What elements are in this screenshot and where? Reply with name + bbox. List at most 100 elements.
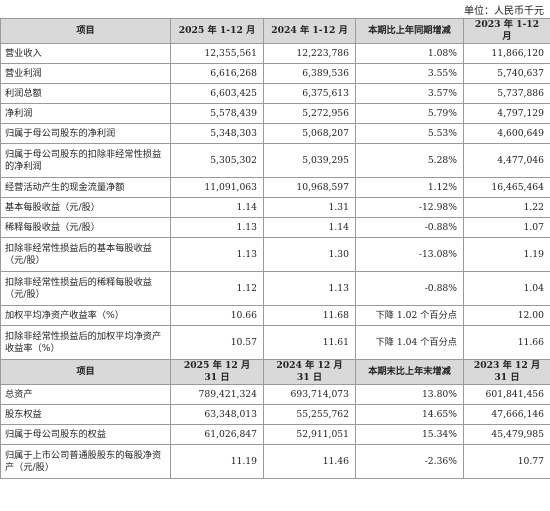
table-row: 稀释每股收益（元/股） 1.13 1.14 -0.88% 1.07 [0,217,550,238]
change-cell: -0.88% [355,217,464,238]
row-label: 基本每股收益（元/股） [0,197,171,218]
value-cell: 5,272,956 [263,103,356,124]
table-row: 归属于母公司股东的扣除非经常性损益的净利润 5,305,302 5,039,295 5… [0,143,550,178]
value-cell: 601,841,456 [463,384,550,405]
table-row: 股东权益 63,348,013 55,255,762 14.65% 47,666,146 [0,404,550,425]
column-header: 2024 年 12 月 31 日 [263,359,356,385]
row-label: 扣除非经常性损益后的稀释每股收益（元/股） [0,271,171,306]
row-label: 利润总额 [0,83,171,104]
value-cell: 45,479,985 [463,424,550,445]
value-cell: 16,465,464 [463,177,550,198]
change-cell: 下降 1.04 个百分点 [355,325,464,360]
value-cell: 6,389,536 [263,63,356,84]
row-label: 营业利润 [0,63,171,84]
column-header: 项目 [0,18,171,44]
table-row: 基本每股收益（元/股） 1.14 1.31 -12.98% 1.22 [0,197,550,218]
value-cell: 6,603,425 [170,83,264,104]
table-row: 扣除非经常性损益后的加权平均净资产收益率（%） 10.57 11.61 下降 1.04… [0,325,550,360]
value-cell: 789,421,324 [170,384,264,405]
row-label: 股东权益 [0,404,171,425]
value-cell: 1.07 [463,217,550,238]
value-cell: 1.14 [263,217,356,238]
table-row: 利润总额 6,603,425 6,375,613 3.57% 5,737,886 [0,83,550,104]
row-label: 稀释每股收益（元/股） [0,217,171,238]
table-row: 归属于母公司股东的净利润 5,348,303 5,068,207 5.53% 4,600… [0,123,550,144]
value-cell: 1.14 [170,197,264,218]
change-cell: 3.57% [355,83,464,104]
table-header-row: 项目 2025 年 12 月 31 日 2024 年 12 月 31 日本期末比上年… [0,359,550,385]
financial-summary-table: 项目 2025 年 1-12 月 2024 年 1-12 月本期比上年同期增减 202… [0,18,550,479]
value-cell: 11.68 [263,305,356,326]
unit-label: 单位：人民币千元 [464,6,544,17]
value-cell: 52,911,051 [263,424,356,445]
row-label: 归属于母公司股东的净利润 [0,123,171,144]
change-cell: 14.65% [355,404,464,425]
value-cell: 1.30 [263,237,356,272]
table-row: 归属于上市公司普通股股东的每股净资产（元/股） 11.19 11.46 -2.36% 1… [0,444,550,479]
row-label: 营业收入 [0,43,171,64]
table-row: 归属于母公司股东的权益 61,026,847 52,911,051 15.34% 45,… [0,424,550,445]
value-cell: 61,026,847 [170,424,264,445]
row-label: 净利润 [0,103,171,124]
column-header: 2024 年 1-12 月 [263,18,356,44]
column-header: 本期末比上年末增减 [355,359,464,385]
value-cell: 5,348,303 [170,123,264,144]
column-header: 2023 年 12 月 31 日 [463,359,550,385]
change-cell: -13.08% [355,237,464,272]
change-cell: 5.28% [355,143,464,178]
table-row: 经营活动产生的现金流量净额 11,091,063 10,968,597 1.12% 16… [0,177,550,198]
value-cell: 11.61 [263,325,356,360]
value-cell: 11,091,063 [170,177,264,198]
value-cell: 5,305,302 [170,143,264,178]
value-cell: 1.22 [463,197,550,218]
row-label: 总资产 [0,384,171,405]
row-label: 归属于母公司股东的权益 [0,424,171,445]
value-cell: 1.04 [463,271,550,306]
table-header-row: 项目 2025 年 1-12 月 2024 年 1-12 月本期比上年同期增减 202… [0,18,550,44]
table-row: 加权平均净资产收益率（%） 10.66 11.68 下降 1.02 个百分点 12.00 [0,305,550,326]
row-label: 加权平均净资产收益率（%） [0,305,171,326]
table-row: 净利润 5,578,439 5,272,956 5.79% 4,797,129 [0,103,550,124]
value-cell: 1.19 [463,237,550,272]
value-cell: 12,223,786 [263,43,356,64]
value-cell: 55,255,762 [263,404,356,425]
value-cell: 4,477,046 [463,143,550,178]
value-cell: 1.13 [263,271,356,306]
change-cell: -0.88% [355,271,464,306]
value-cell: 12,355,561 [170,43,264,64]
value-cell: 12.00 [463,305,550,326]
value-cell: 4,600,649 [463,123,550,144]
table-row: 营业收入 12,355,561 12,223,786 1.08% 11,866,120 [0,43,550,64]
row-label: 归属于上市公司普通股股东的每股净资产（元/股） [0,444,171,479]
value-cell: 1.12 [170,271,264,306]
value-cell: 63,348,013 [170,404,264,425]
change-cell: 5.53% [355,123,464,144]
value-cell: 11,866,120 [463,43,550,64]
change-cell: 1.12% [355,177,464,198]
value-cell: 5,740,637 [463,63,550,84]
row-label: 归属于母公司股东的扣除非经常性损益的净利润 [0,143,171,178]
table-row: 总资产 789,421,324 693,714,073 13.80% 601,841,4… [0,384,550,405]
table-row: 营业利润 6,616,268 6,389,536 3.55% 5,740,637 [0,63,550,84]
value-cell: 47,666,146 [463,404,550,425]
value-cell: 11.19 [170,444,264,479]
value-cell: 10.77 [463,444,550,479]
column-header: 本期比上年同期增减 [355,18,464,44]
value-cell: 10.57 [170,325,264,360]
value-cell: 693,714,073 [263,384,356,405]
value-cell: 5,068,207 [263,123,356,144]
value-cell: 5,578,439 [170,103,264,124]
value-cell: 1.31 [263,197,356,218]
change-cell: 下降 1.02 个百分点 [355,305,464,326]
change-cell: -12.98% [355,197,464,218]
table-row: 扣除非经常性损益后的稀释每股收益（元/股） 1.12 1.13 -0.88% 1.04 [0,271,550,306]
value-cell: 10,968,597 [263,177,356,198]
change-cell: 1.08% [355,43,464,64]
change-cell: 15.34% [355,424,464,445]
change-cell: 13.80% [355,384,464,405]
value-cell: 6,375,613 [263,83,356,104]
row-label: 扣除非经常性损益后的加权平均净资产收益率（%） [0,325,171,360]
value-cell: 1.13 [170,217,264,238]
column-header: 2025 年 1-12 月 [170,18,264,44]
value-cell: 1.13 [170,237,264,272]
